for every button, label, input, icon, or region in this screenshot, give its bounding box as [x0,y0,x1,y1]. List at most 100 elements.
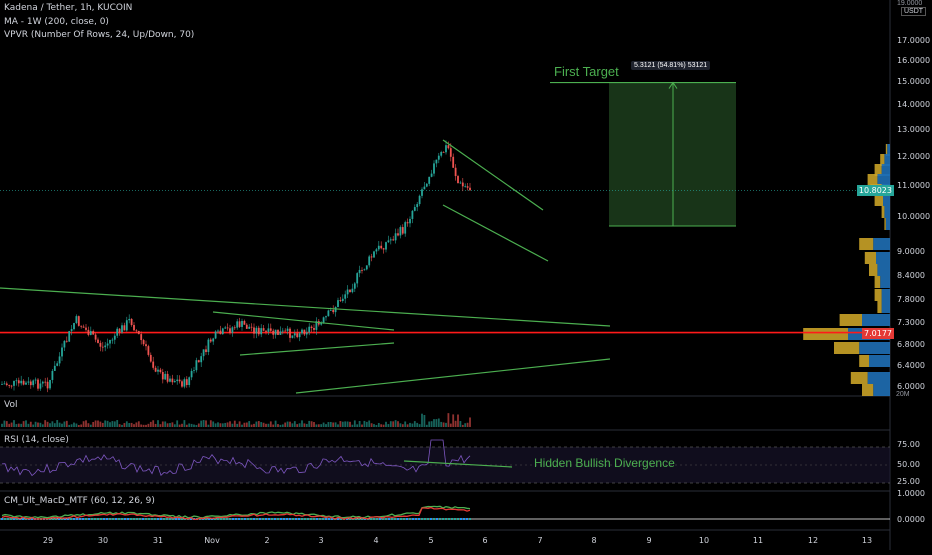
candle-body [322,317,325,323]
candle-body [164,373,167,380]
symbol-legend[interactable]: Kadena / Tether, 1h, KUCOIN [4,3,133,13]
volume-bar [224,422,227,427]
volume-bar [181,423,183,427]
macd-hist [70,518,72,520]
candle-body [15,380,18,382]
volume-bar [248,421,251,427]
candle-body [289,328,291,338]
macd-hist [223,518,225,520]
volume-bar [130,422,133,427]
macd-hist [238,518,240,520]
volume-bar [49,423,51,427]
volume-bar [358,420,361,427]
candle-body [99,342,102,347]
volume-bar [123,423,126,427]
macd-signal-line [1,506,471,521]
vp-up-17 [869,355,890,367]
volume-bar [375,424,378,427]
candle-body [116,328,119,336]
volume-bar [61,423,63,427]
volume-bar [265,423,267,427]
volume-bar [368,420,371,427]
candle-body [3,383,6,385]
volume-bar [46,421,49,427]
rsi-pane-label[interactable]: RSI (14, close) [4,435,69,445]
candle-body [404,222,407,234]
vpvr-legend[interactable]: VPVR (Number Of Rows, 24, Up/Down, 70) [4,30,195,40]
currency-label[interactable]: USDT [901,7,927,16]
volume-bar [284,422,287,427]
volume-bar [279,424,282,427]
volume-bar [106,420,109,427]
volume-bar [142,424,145,427]
macd-pane-label[interactable]: CM_Ult_MacD_MTF (60, 12, 26, 9) [4,496,155,506]
candle-body [406,222,409,224]
volume-bar [73,422,75,427]
volume-bar [183,420,186,427]
volume-bar [425,424,428,427]
rsi-line [1,439,471,477]
candle-body [56,363,59,366]
macd-hist [130,518,132,520]
candle-body [293,333,296,336]
candle-body [310,326,313,329]
vp-down-7 [884,218,886,230]
candle-body [185,379,188,385]
vp-up-5 [883,194,890,206]
candle-body [89,331,92,335]
candle-body [301,329,303,334]
candle-body [183,379,186,387]
time-label-2: 31 [153,536,163,545]
volume-bar [70,424,73,427]
volume-bar [22,421,25,427]
ma-legend[interactable]: MA - 1W (200, close, 0) [4,17,109,27]
candle-body [356,273,359,284]
volume-bar [137,421,140,427]
volume-bar [428,421,431,427]
volume-bar [94,420,97,427]
volume-bar [286,421,289,427]
candle-body [10,385,13,387]
vp-up-9 [876,252,890,264]
trendline-1 [212,311,395,331]
volume-bar [322,422,325,427]
candle-body [128,318,131,321]
macd-hist [319,518,321,520]
macd-hist [88,518,90,520]
vp-down-2 [874,164,882,176]
candle-body [229,328,231,333]
macd-hist [403,518,405,520]
vp-down-16 [834,342,860,354]
volume-bar [399,423,402,427]
trendline-3 [295,358,611,394]
candle-body [466,186,469,188]
macd-hist [418,518,420,520]
candle-body [200,356,203,363]
volume-bar [317,424,320,427]
macd-hist [325,518,327,520]
candle-body [389,239,392,241]
volume-bar [149,421,152,427]
candle-body [361,269,363,271]
macd-hist [127,518,129,520]
candle-body [94,334,97,340]
vp-up-16 [859,342,890,354]
macd-hist [250,518,252,520]
volume-bar [310,421,313,427]
macd-hist [370,518,372,520]
candle-body [409,218,411,224]
volume-bar [5,421,8,427]
macd-hist [154,518,156,520]
time-label-8: 6 [482,536,487,545]
candle-body [101,346,104,348]
macd-hist [340,518,342,520]
volume-bar [298,423,301,427]
volume-bar [404,421,407,427]
macd-hist [166,518,168,520]
volume-bar [435,419,438,427]
volume-bar [363,420,366,427]
macd-hist [142,518,144,520]
candle-body [53,365,56,371]
